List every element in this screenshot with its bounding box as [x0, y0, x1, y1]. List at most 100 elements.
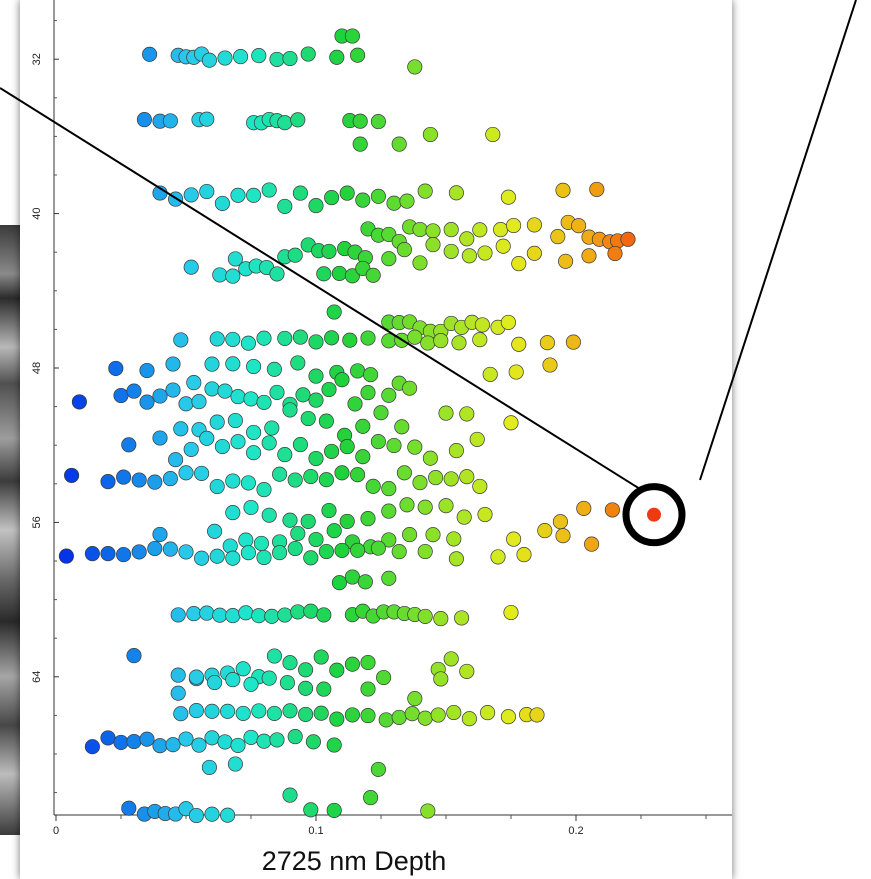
data-point	[511, 336, 527, 352]
data-point	[506, 217, 522, 234]
data-point	[321, 381, 337, 398]
data-point	[331, 265, 347, 281]
data-point	[199, 111, 215, 127]
data-point	[233, 49, 249, 65]
data-point	[113, 734, 129, 750]
data-point	[344, 569, 360, 585]
data-point	[131, 544, 147, 560]
data-point	[526, 245, 542, 261]
data-point	[394, 332, 410, 348]
data-point	[152, 388, 168, 404]
data-point	[381, 251, 397, 267]
y-tick-label: 48	[31, 362, 43, 374]
data-point	[350, 542, 366, 558]
data-point	[152, 526, 168, 542]
data-point	[209, 331, 225, 347]
data-point	[331, 575, 347, 591]
data-point	[256, 482, 272, 498]
data-point	[126, 733, 142, 750]
data-point	[477, 245, 493, 261]
x-axis-ticks: 0 0.1 0.2	[53, 815, 707, 837]
data-point	[235, 705, 251, 721]
data-point	[318, 413, 334, 429]
data-point	[472, 222, 488, 238]
data-point	[433, 333, 449, 349]
data-point	[482, 366, 498, 382]
data-point	[243, 676, 259, 692]
data-point	[300, 46, 316, 62]
data-point	[402, 380, 418, 396]
data-point	[344, 28, 360, 44]
data-point	[277, 447, 293, 463]
data-point	[186, 375, 202, 391]
data-point	[269, 51, 285, 67]
data-point	[256, 394, 272, 410]
data-point	[318, 543, 334, 560]
data-point	[261, 435, 277, 451]
data-point	[381, 503, 397, 519]
data-point	[303, 802, 319, 818]
data-point	[204, 356, 220, 372]
data-point	[282, 655, 298, 671]
data-point	[230, 737, 246, 753]
data-point	[360, 708, 376, 724]
highlighted-point	[647, 507, 661, 522]
data-point	[199, 183, 215, 200]
data-point	[269, 732, 285, 748]
data-point	[227, 756, 243, 772]
data-point	[326, 737, 342, 753]
data-point	[620, 231, 636, 247]
data-point	[240, 475, 256, 491]
data-point	[162, 471, 178, 487]
data-point	[225, 356, 241, 372]
data-point	[477, 506, 493, 523]
plot-panel: 32 40 48 56 64 0 0.1 0.2 2725 nm Depth	[20, 0, 732, 879]
data-point	[402, 527, 418, 543]
data-point	[417, 499, 433, 515]
data-point	[370, 188, 386, 204]
data-point	[290, 112, 306, 128]
data-point	[357, 574, 373, 590]
data-point	[396, 242, 412, 258]
data-point	[394, 419, 410, 435]
data-point	[282, 703, 298, 719]
data-point	[438, 405, 454, 421]
data-point	[71, 394, 87, 410]
data-point	[269, 266, 285, 282]
data-point	[443, 222, 459, 238]
data-point	[292, 185, 308, 201]
data-point	[352, 136, 368, 152]
data-point	[256, 330, 272, 346]
data-point	[511, 256, 527, 272]
data-point	[287, 540, 303, 557]
data-point	[100, 474, 116, 490]
data-point	[313, 649, 329, 665]
data-point	[303, 603, 319, 619]
data-point	[342, 332, 358, 348]
data-point	[287, 729, 303, 745]
data-point	[277, 330, 293, 346]
data-point	[360, 511, 376, 527]
data-point	[308, 198, 324, 214]
x-axis-title: 2725 nm Depth	[262, 846, 447, 876]
background-photo-strip	[0, 225, 20, 835]
data-point	[344, 656, 360, 672]
data-point	[152, 430, 168, 446]
data-point	[266, 648, 282, 664]
data-point	[378, 712, 394, 728]
data-point	[461, 711, 477, 727]
data-point	[162, 541, 178, 557]
data-point	[277, 115, 293, 131]
data-point	[313, 705, 329, 721]
data-point	[443, 471, 459, 487]
data-point	[264, 608, 280, 624]
data-point	[225, 672, 241, 688]
data-point	[334, 465, 350, 481]
data-point	[329, 49, 345, 65]
data-point	[186, 606, 202, 622]
data-point	[139, 394, 155, 410]
data-point	[170, 607, 186, 623]
data-point	[287, 472, 303, 488]
data-point	[261, 507, 277, 523]
data-point	[493, 222, 509, 238]
